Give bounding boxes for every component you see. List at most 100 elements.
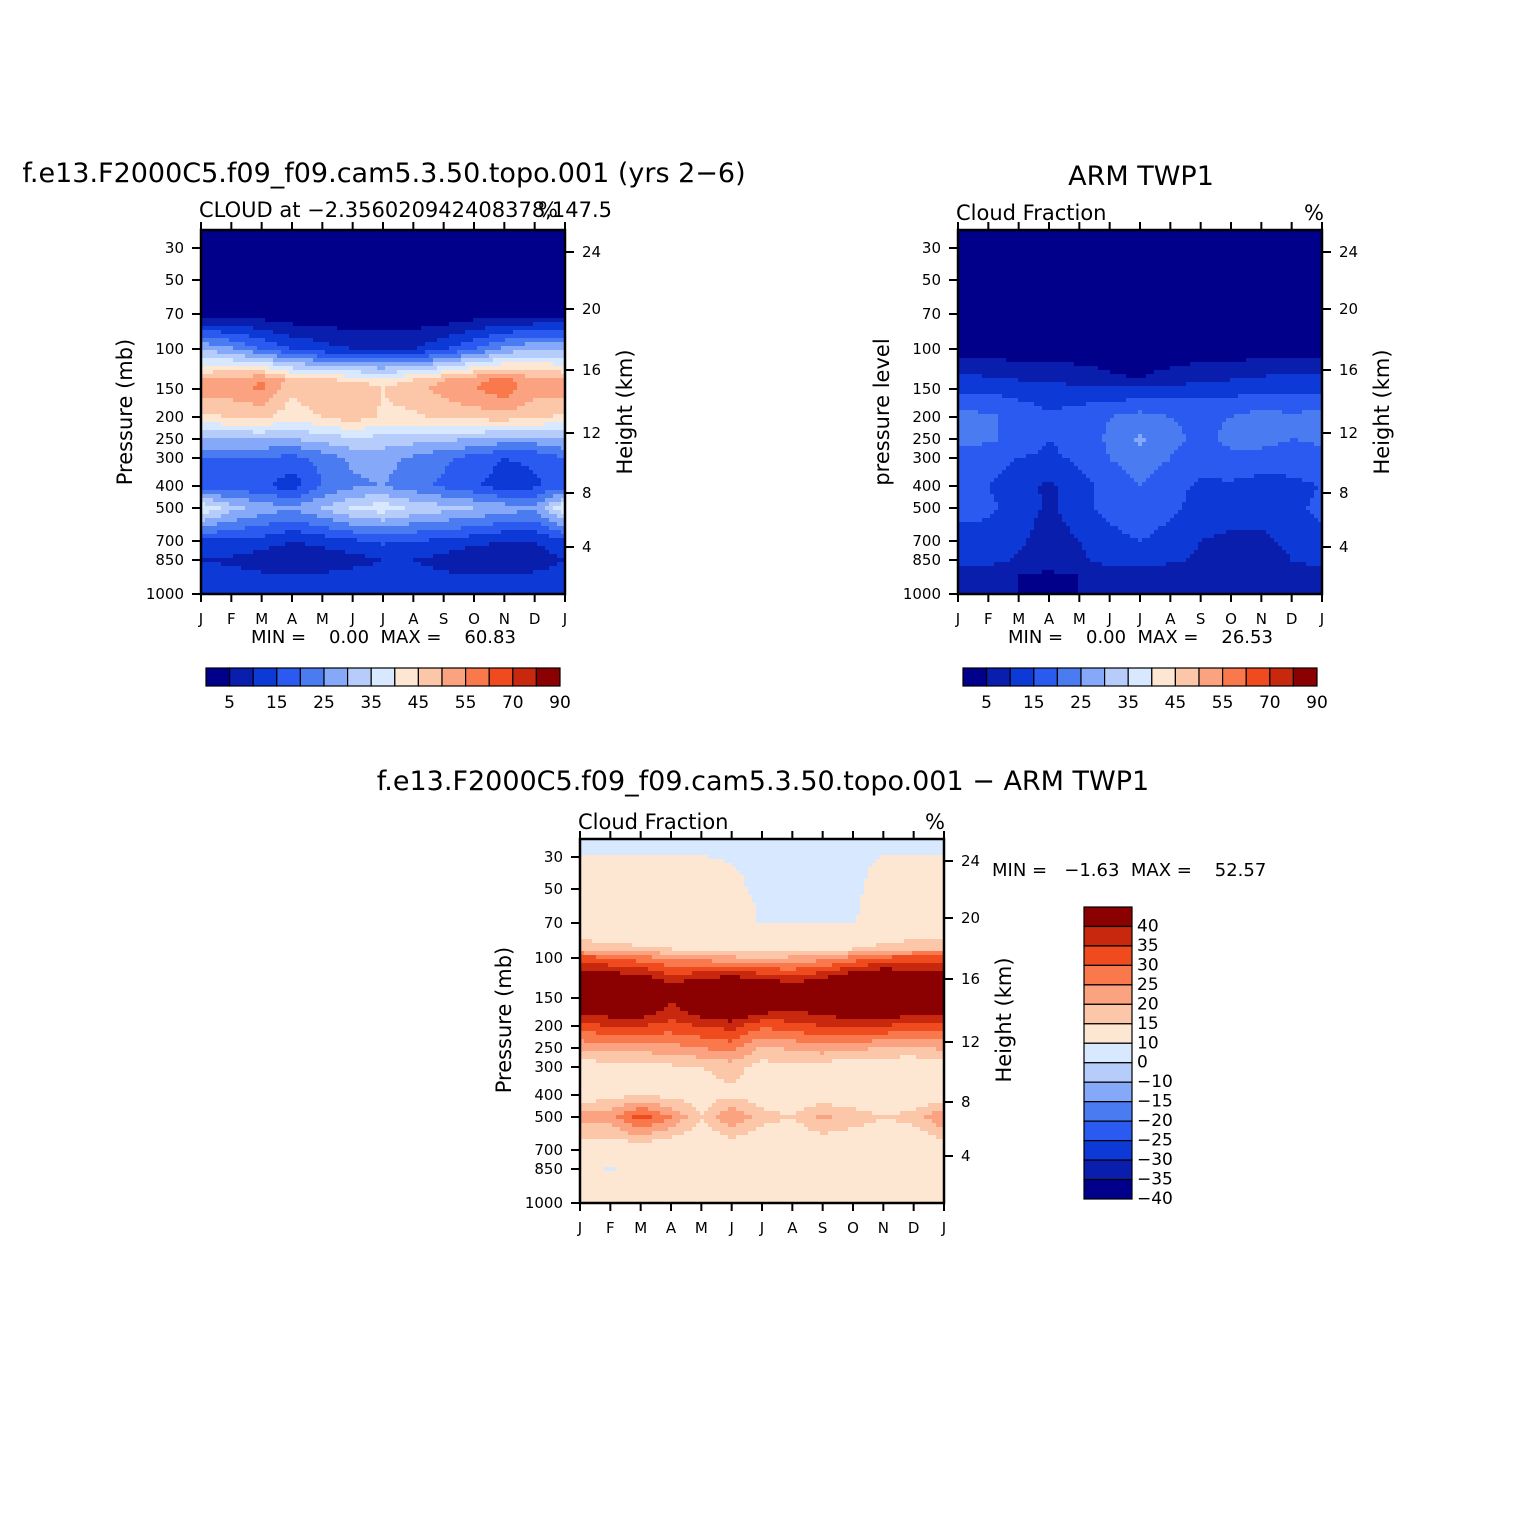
model-field-cell [477,322,482,327]
model-field-cell [517,302,522,307]
model-field-cell [261,230,266,235]
model-field-cell [457,234,462,239]
model-field-cell [481,238,486,243]
model-field-cell [425,306,430,311]
model-field-cell [533,374,538,379]
model-field-cell [385,430,390,435]
model-field-cell [461,430,466,435]
model-field-cell [497,394,502,399]
model-field-cell [205,378,210,383]
model-field-cell [229,302,234,307]
model-field-cell [401,430,406,435]
model-field-cell [229,442,234,447]
model-field-cell [225,322,230,327]
model-field-cell [313,290,318,295]
model-field-cell [485,410,490,415]
model-field-cell [353,378,358,383]
model-field-cell [533,250,538,255]
model-field-cell [353,358,358,363]
model-field-cell [545,234,550,239]
model-field-cell [281,322,286,327]
model-field-cell [489,374,494,379]
model-field-cell [477,362,482,367]
model-field-cell [209,258,214,263]
model-field-cell [301,290,306,295]
model-field-cell [421,434,426,439]
model-field-cell [365,326,370,331]
model-field-cell [353,370,358,375]
model-field-cell [329,274,334,279]
model-field-cell [381,406,386,411]
model-field-cell [377,438,382,443]
model-field-cell [341,322,346,327]
model-field-cell [345,366,350,371]
model-field-cell [305,350,310,355]
model-field-cell [521,410,526,415]
model-field-cell [521,430,526,435]
model-field-cell [269,322,274,327]
model-field-cell [525,274,530,279]
model-field-cell [421,398,426,403]
model-field-cell [313,410,318,415]
model-field-cell [449,426,454,431]
model-field-cell [417,334,422,339]
model-field-cell [397,246,402,251]
model-field-cell [333,386,338,391]
model-field-cell [325,446,330,451]
model-field-cell [277,422,282,427]
model-field-cell [509,422,514,427]
model-field-cell [253,434,258,439]
model-field-cell [561,378,566,383]
model-field-cell [221,430,226,435]
model-field-cell [453,374,458,379]
model-field-cell [429,250,434,255]
model-field-cell [249,298,254,303]
model-field-cell [257,326,262,331]
model-field-cell [373,402,378,407]
model-field-cell [269,262,274,267]
model-field-cell [249,314,254,319]
model-field-cell [305,442,310,447]
model-field-cell [221,274,226,279]
model-field-cell [453,430,458,435]
model-field-cell [225,342,230,347]
model-field-cell [353,246,358,251]
model-field-cell [481,258,486,263]
model-field-cell [249,238,254,243]
model-field-cell [221,418,226,423]
model-field-cell [325,338,330,343]
model-field-cell [373,346,378,351]
model-field-cell [445,282,450,287]
model-field-cell [409,418,414,423]
model-field-cell [273,290,278,295]
model-field-cell [357,430,362,435]
model-field-cell [281,298,286,303]
model-field-cell [537,270,542,275]
model-field-cell [441,354,446,359]
model-field-cell [561,394,566,399]
model-field-cell [369,310,374,315]
model-field-cell [381,414,386,419]
model-field-cell [337,438,342,443]
model-field-cell [293,374,298,379]
model-field-cell [361,434,366,439]
model-field-cell [389,358,394,363]
model-field-cell [489,274,494,279]
model-field-cell [485,266,490,271]
model-field-cell [329,366,334,371]
model-field-cell [545,278,550,283]
model-field-cell [485,290,490,295]
model-field-cell [301,414,306,419]
model-field-cell [261,378,266,383]
model-field-cell [397,318,402,323]
model-field-cell [425,302,430,307]
model-field-cell [529,298,534,303]
model-field-cell [237,406,242,411]
model-field-cell [205,314,210,319]
model-field-cell [201,390,206,395]
model-field-cell [249,318,254,323]
model-field-cell [521,258,526,263]
model-field-cell [361,370,366,375]
model-field-cell [365,330,370,335]
model-field-cell [353,414,358,419]
